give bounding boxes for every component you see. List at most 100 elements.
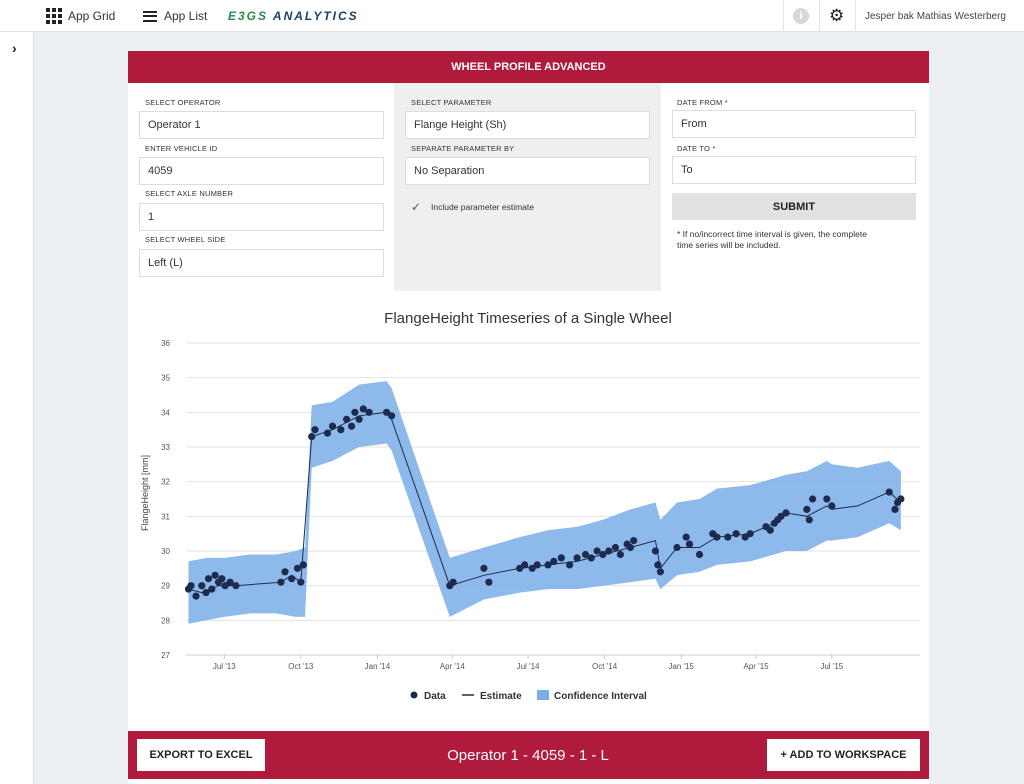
form-column-dates: DATE FROM * From DATE TO * To SUBMIT * I… bbox=[661, 83, 929, 291]
app-list-link[interactable]: App List bbox=[143, 0, 207, 32]
gear-icon: ⚙ bbox=[829, 6, 845, 25]
parameter-label: SELECT PARAMETER bbox=[411, 98, 492, 107]
selection-summary: Operator 1 - 4059 - 1 - L bbox=[447, 746, 609, 764]
chart-legend: Data Estimate Confidence Interval bbox=[410, 690, 647, 702]
include-estimate-checkbox[interactable]: ✓ Include parameter estimate bbox=[411, 201, 534, 213]
legend-ci-marker bbox=[537, 690, 549, 700]
data-point bbox=[544, 561, 552, 569]
note-line-1: * If no/incorrect time interval is given… bbox=[677, 229, 867, 239]
legend-ci-label: Confidence Interval bbox=[554, 691, 647, 702]
user-name[interactable]: Jesper bak Mathias Westerberg bbox=[865, 10, 1006, 22]
legend-data-marker bbox=[410, 691, 418, 699]
data-point bbox=[630, 537, 638, 545]
wheel-side-select[interactable]: Left (L) bbox=[139, 249, 384, 277]
y-tick-label: 28 bbox=[161, 616, 170, 625]
panel-title: WHEEL PROFILE ADVANCED bbox=[128, 51, 929, 83]
data-point bbox=[803, 505, 811, 513]
add-to-workspace-button[interactable]: + ADD TO WORKSPACE bbox=[767, 739, 920, 771]
wheel-side-label: SELECT WHEEL SIDE bbox=[145, 235, 226, 244]
settings-button[interactable]: ⚙ bbox=[829, 0, 844, 32]
data-point bbox=[192, 592, 200, 600]
data-point bbox=[485, 578, 493, 586]
filter-form: SELECT OPERATOR Operator 1 ENTER VEHICLE… bbox=[128, 83, 929, 291]
top-bar: App Grid App List E3GS ANALYTICS i ⚙ Jes… bbox=[0, 0, 1024, 32]
data-point bbox=[218, 575, 226, 583]
data-point bbox=[202, 589, 210, 597]
x-tick-label: Apr '15 bbox=[744, 662, 770, 671]
data-point bbox=[724, 533, 732, 541]
x-tick-label: Jul '13 bbox=[213, 662, 236, 671]
data-point bbox=[204, 575, 213, 583]
data-point bbox=[533, 561, 541, 569]
x-tick-label: Oct '14 bbox=[592, 662, 618, 671]
y-tick-label: 36 bbox=[161, 339, 170, 348]
data-point bbox=[626, 543, 634, 552]
data-point bbox=[323, 429, 332, 437]
data-point bbox=[746, 530, 754, 538]
data-point bbox=[682, 533, 690, 541]
separate-select[interactable]: No Separation bbox=[405, 157, 650, 185]
grid-icon bbox=[46, 8, 62, 24]
data-point bbox=[732, 530, 740, 538]
list-icon bbox=[143, 10, 157, 22]
date-from-label: DATE FROM * bbox=[677, 98, 728, 107]
y-tick-label: 30 bbox=[161, 547, 170, 556]
data-point bbox=[616, 550, 624, 559]
data-point bbox=[828, 502, 836, 510]
data-point bbox=[211, 571, 219, 579]
x-tick-label: Apr '14 bbox=[440, 662, 466, 671]
data-point bbox=[581, 550, 590, 559]
chart-title: FlangeHeight Timeseries of a Single Whee… bbox=[384, 310, 672, 327]
brand-prefix: E3GS bbox=[228, 9, 269, 23]
date-to-label: DATE TO * bbox=[677, 144, 716, 153]
data-point bbox=[611, 543, 619, 552]
submit-button[interactable]: SUBMIT bbox=[672, 193, 916, 220]
data-point bbox=[897, 495, 905, 503]
operator-label: SELECT OPERATOR bbox=[145, 98, 221, 107]
data-point bbox=[654, 561, 662, 569]
data-point bbox=[685, 540, 694, 548]
data-point bbox=[587, 554, 595, 562]
info-icon: i bbox=[793, 8, 809, 24]
data-point bbox=[695, 550, 704, 559]
data-point bbox=[593, 547, 601, 555]
data-point bbox=[351, 408, 359, 416]
form-column-parameter: SELECT PARAMETER Flange Height (Sh) SEPA… bbox=[394, 83, 661, 291]
data-point bbox=[281, 568, 289, 576]
axle-select[interactable]: 1 bbox=[139, 203, 384, 231]
data-point bbox=[480, 564, 488, 572]
y-tick-label: 33 bbox=[161, 443, 170, 452]
operator-select[interactable]: Operator 1 bbox=[139, 111, 384, 139]
date-from-input[interactable]: From bbox=[672, 110, 916, 138]
data-point bbox=[651, 547, 660, 555]
export-excel-button[interactable]: EXPORT TO EXCEL bbox=[137, 739, 265, 771]
axis-labels: 27 28 29 30 31 32 33 34 35 36 Jul '13 Oct '13 Jan '1… bbox=[161, 339, 920, 671]
panel-footer: EXPORT TO EXCEL Operator 1 - 4059 - 1 - … bbox=[128, 731, 929, 779]
info-button[interactable]: i bbox=[793, 0, 809, 32]
data-point bbox=[805, 516, 813, 524]
x-tick-label: Oct '13 bbox=[288, 662, 314, 671]
data-point bbox=[277, 578, 285, 586]
legend-estimate-label: Estimate bbox=[480, 691, 522, 702]
data-point bbox=[713, 533, 721, 541]
flange-height-chart: FlangeHeight Timeseries of a Single Whee… bbox=[128, 291, 929, 731]
parameter-select[interactable]: Flange Height (Sh) bbox=[405, 111, 650, 139]
vehicle-id-input[interactable]: 4059 bbox=[139, 157, 384, 185]
data-point bbox=[605, 547, 613, 555]
data-point bbox=[311, 426, 319, 434]
data-point bbox=[673, 543, 681, 552]
confidence-band bbox=[188, 381, 901, 624]
data-point bbox=[885, 488, 893, 496]
checkmark-icon: ✓ bbox=[411, 200, 422, 214]
x-tick-label: Jan '14 bbox=[365, 662, 391, 671]
data-point bbox=[449, 578, 457, 586]
app-list-label: App List bbox=[164, 9, 208, 23]
data-point bbox=[557, 554, 565, 562]
data-point bbox=[550, 557, 558, 565]
vehicle-id-label: ENTER VEHICLE ID bbox=[145, 144, 218, 153]
topbar-divider bbox=[783, 0, 784, 32]
app-grid-link[interactable]: App Grid bbox=[46, 0, 115, 32]
chevron-right-icon[interactable]: › bbox=[12, 40, 17, 56]
date-to-input[interactable]: To bbox=[672, 156, 916, 184]
data-point bbox=[226, 578, 234, 586]
